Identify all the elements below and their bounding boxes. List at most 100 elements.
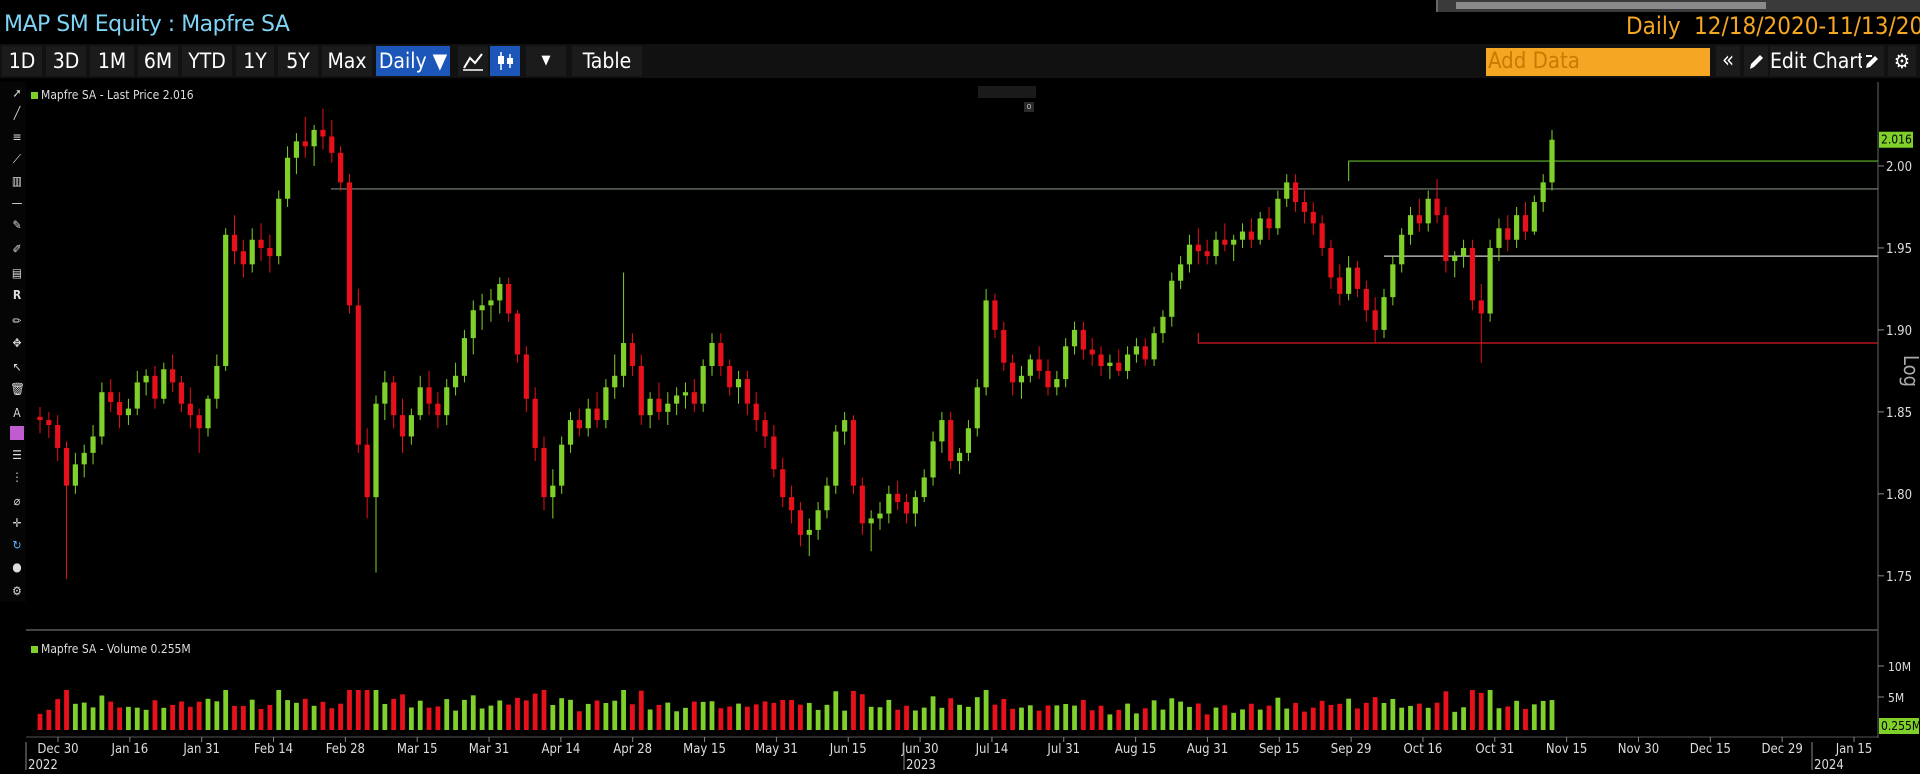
- candle: [956, 452, 963, 462]
- volume-bar: [240, 705, 246, 730]
- candle: [1522, 215, 1529, 232]
- edit-settings-icon[interactable]: [1862, 46, 1884, 76]
- volume-bar: [1080, 699, 1086, 730]
- range-button-ytd[interactable]: YTD: [182, 46, 232, 76]
- volume-bar: [1355, 708, 1360, 730]
- time-tick-label: Mar 31: [469, 742, 510, 757]
- range-button-1d[interactable]: 1D: [2, 46, 42, 76]
- line-tool-icon[interactable]: ╱: [13, 106, 21, 120]
- candle: [1089, 349, 1095, 355]
- volume-bar: [400, 694, 405, 730]
- volume-bar: [912, 710, 918, 730]
- volume-bar: [453, 710, 458, 730]
- line-chart-icon[interactable]: [458, 46, 488, 76]
- range-button-1y[interactable]: 1Y: [236, 46, 274, 76]
- range-button-1m[interactable]: 1M: [90, 46, 134, 76]
- candle: [1275, 198, 1281, 229]
- candle: [912, 497, 918, 514]
- candle: [992, 300, 998, 330]
- candle: [1381, 297, 1387, 330]
- pencil-icon[interactable]: [1744, 46, 1768, 76]
- volume-bar: [497, 700, 503, 730]
- volume-bar: [1540, 700, 1546, 730]
- cursor-icon[interactable]: ➚: [12, 86, 22, 100]
- volume-bar: [1310, 707, 1316, 730]
- log-scale-label[interactable]: Log: [1899, 355, 1920, 387]
- volume-bar: [1054, 705, 1060, 730]
- tools-settings-icon[interactable]: ⚙: [12, 584, 22, 598]
- ruler-icon[interactable]: ▤: [11, 266, 23, 280]
- timeline-scrollbar-thumb[interactable]: [1456, 2, 1766, 9]
- pen-icon[interactable]: ✐: [12, 242, 22, 256]
- volume-bar: [285, 700, 290, 730]
- candle: [1292, 182, 1299, 203]
- frequency-dropdown[interactable]: Daily ▼: [376, 46, 450, 76]
- candle: [620, 343, 627, 376]
- range-button-5y[interactable]: 5Y: [278, 46, 318, 76]
- zoom-reset-icon[interactable]: o: [1024, 102, 1034, 112]
- candle: [223, 234, 229, 366]
- volume-bar: [1187, 706, 1192, 730]
- edit-chart-button[interactable]: Edit Chart: [1770, 46, 1870, 76]
- resistance-line[interactable]: [1348, 160, 1878, 182]
- horizontal-line-icon[interactable]: —: [11, 196, 23, 210]
- select-icon[interactable]: ↖: [12, 360, 22, 374]
- candle: [196, 415, 202, 429]
- candle: [1469, 247, 1476, 301]
- candle: [824, 485, 830, 511]
- volume-bar: [479, 708, 485, 730]
- price-legend: Mapfre SA - Last Price 2.016: [31, 88, 194, 102]
- volume-bar: [426, 707, 432, 730]
- font-style-icon[interactable]: A: [13, 406, 21, 420]
- volume-bar: [1284, 708, 1290, 730]
- support-line[interactable]: [1197, 333, 1878, 344]
- candle: [170, 369, 176, 383]
- volume-bar: [523, 700, 529, 730]
- chart-type-dropdown-icon[interactable]: ▼: [526, 46, 566, 76]
- table-button[interactable]: Table: [572, 46, 642, 76]
- candle: [541, 447, 547, 498]
- magnet-icon[interactable]: ↻: [12, 538, 22, 552]
- volume-bar: [691, 701, 697, 730]
- add-data-input[interactable]: Add Data: [1486, 48, 1710, 76]
- volume-bar: [223, 690, 229, 730]
- eraser-icon[interactable]: ⌀: [13, 494, 21, 508]
- candle: [1160, 316, 1166, 334]
- brush-icon[interactable]: ✎: [12, 218, 22, 232]
- line-width-icon[interactable]: ☰: [12, 448, 22, 462]
- candle: [1363, 288, 1369, 311]
- range-button-max[interactable]: Max: [322, 46, 372, 76]
- text-tool-icon[interactable]: R: [12, 288, 22, 302]
- volume-bar: [249, 699, 255, 730]
- gear-icon[interactable]: ⚙: [1888, 46, 1916, 76]
- fibonacci-icon[interactable]: ≡: [12, 130, 22, 144]
- color-swatch-icon[interactable]: [10, 426, 24, 440]
- trendline-icon[interactable]: ⟋: [12, 152, 22, 166]
- candle: [1452, 256, 1458, 262]
- volume-bar: [638, 690, 644, 730]
- candle: [152, 375, 158, 399]
- palette-icon[interactable]: ●: [12, 560, 22, 574]
- crosshair-icon[interactable]: ✛: [12, 516, 22, 530]
- range-button-6m[interactable]: 6M: [138, 46, 178, 76]
- candle: [391, 382, 397, 416]
- candle: [1142, 346, 1148, 360]
- channel-icon[interactable]: ▥: [11, 174, 23, 188]
- collapse-panel-icon[interactable]: «: [1716, 46, 1740, 76]
- annotate-icon[interactable]: ✏: [12, 314, 22, 328]
- volume-bar: [532, 693, 538, 730]
- time-tick-label: Jul 31: [1046, 742, 1080, 757]
- trash-icon[interactable]: 🗑: [10, 382, 26, 396]
- last-price-tag-label: 2.016: [1881, 133, 1912, 147]
- candle: [1399, 234, 1405, 265]
- volume-bar: [1399, 707, 1405, 730]
- line-style-icon[interactable]: ⋮: [11, 470, 23, 484]
- candle: [965, 428, 972, 453]
- chart-zoom-toolbox[interactable]: [978, 86, 1036, 98]
- candlestick-chart-icon[interactable]: [490, 46, 520, 76]
- candle: [1204, 251, 1210, 257]
- candle: [1071, 329, 1078, 347]
- candle: [178, 382, 185, 404]
- range-button-3d[interactable]: 3D: [46, 46, 86, 76]
- move-icon[interactable]: ✥: [12, 336, 22, 350]
